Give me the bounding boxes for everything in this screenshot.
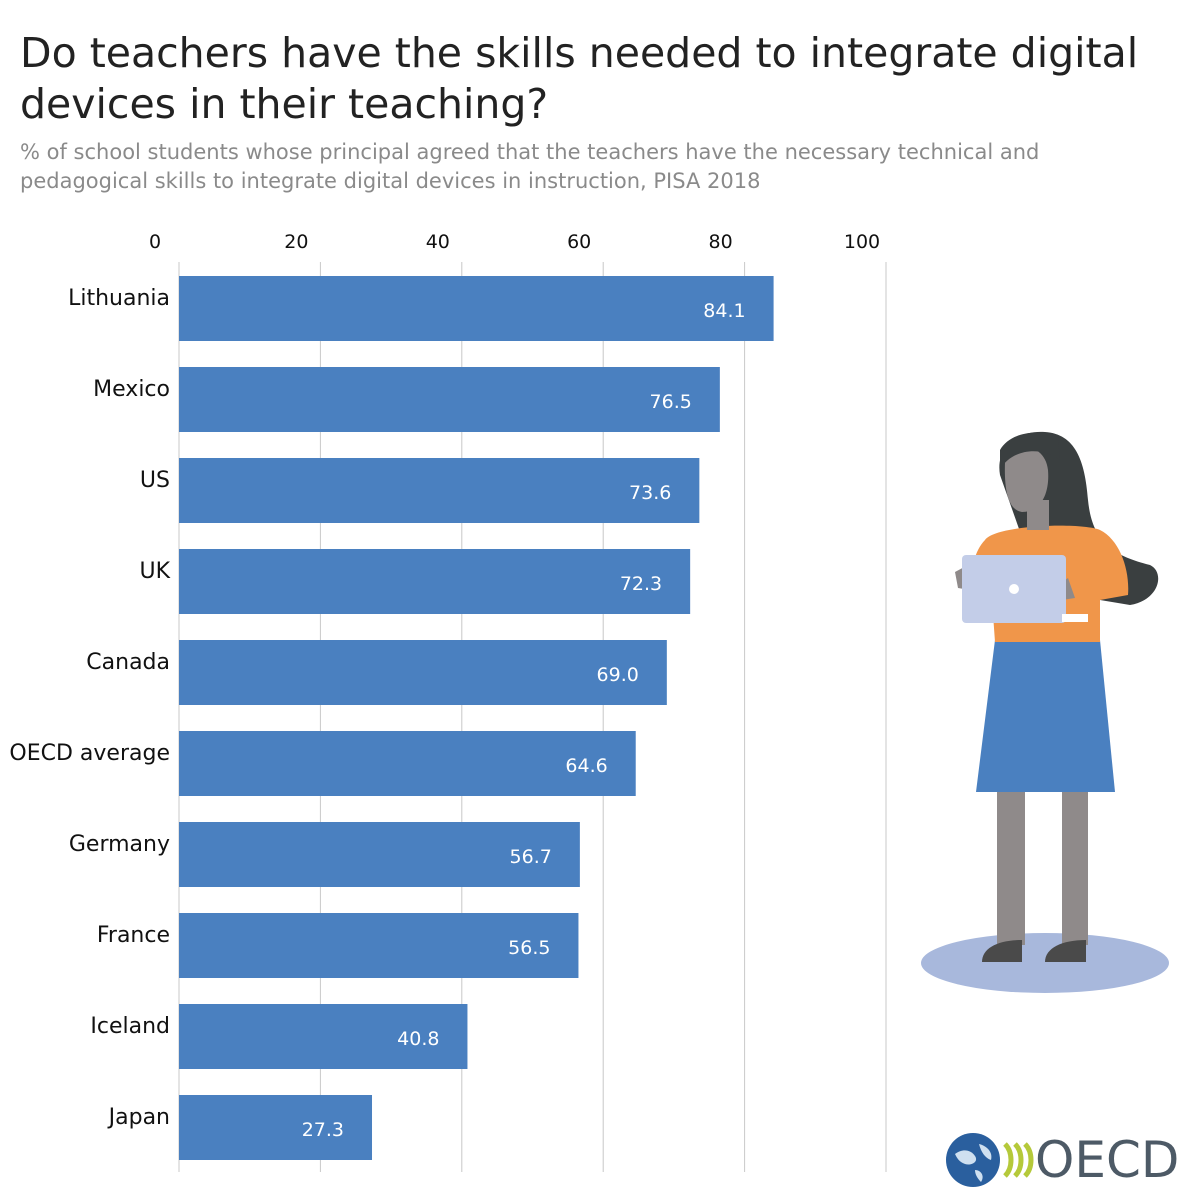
bar	[179, 549, 691, 614]
bar	[179, 731, 636, 796]
category-label: Lithuania	[68, 286, 170, 311]
skirt	[976, 640, 1115, 792]
bar	[179, 640, 667, 705]
oecd-wordmark: OECD	[1035, 1131, 1180, 1189]
oecd-logo: OECD	[945, 1130, 1179, 1190]
x-tick-label: 80	[709, 231, 733, 253]
bar	[179, 367, 720, 432]
hair-fringe	[1000, 432, 1060, 470]
category-label: Japan	[107, 1105, 170, 1130]
x-tick-label: 60	[567, 231, 591, 253]
category-label: UK	[139, 559, 170, 584]
bar	[179, 458, 700, 523]
face	[1004, 446, 1049, 512]
tablet-stylus	[1062, 614, 1088, 622]
data-label: 64.6	[565, 755, 607, 777]
category-label: US	[140, 468, 170, 493]
data-label: 72.3	[620, 573, 662, 595]
category-label: OECD average	[9, 741, 170, 766]
right-shoe	[1045, 940, 1086, 962]
chart-subtitle: % of school students whose principal agr…	[20, 140, 1040, 193]
x-tick-label: 100	[844, 231, 880, 253]
data-label: 76.5	[650, 391, 692, 413]
bar	[179, 822, 580, 887]
category-label: Mexico	[93, 377, 170, 402]
category-label: Germany	[69, 832, 170, 857]
bar	[179, 1004, 468, 1069]
data-label: 40.8	[397, 1028, 439, 1050]
data-label: 73.6	[629, 482, 671, 504]
x-tick-label: 20	[284, 231, 308, 253]
right-leg	[1062, 790, 1088, 945]
tablet-button	[1009, 584, 1019, 594]
category-label: Iceland	[90, 1014, 170, 1039]
left-leg	[997, 790, 1025, 945]
category-label: France	[97, 923, 170, 948]
bar	[179, 913, 579, 978]
data-label: 56.5	[508, 937, 550, 959]
floor-shadow	[921, 933, 1169, 993]
oecd-globe-icon	[946, 1133, 1034, 1187]
data-label: 27.3	[302, 1119, 344, 1141]
chart-title: Do teachers have the skills needed to in…	[20, 29, 1139, 128]
x-tick-label: 0	[149, 231, 161, 253]
data-label: 84.1	[703, 300, 745, 322]
bar	[179, 276, 774, 341]
data-label: 56.7	[510, 846, 552, 868]
left-shoe	[982, 940, 1022, 962]
category-label: Canada	[86, 650, 170, 675]
bar	[179, 1095, 373, 1160]
x-tick-label: 40	[426, 231, 450, 253]
data-label: 69.0	[597, 664, 639, 686]
